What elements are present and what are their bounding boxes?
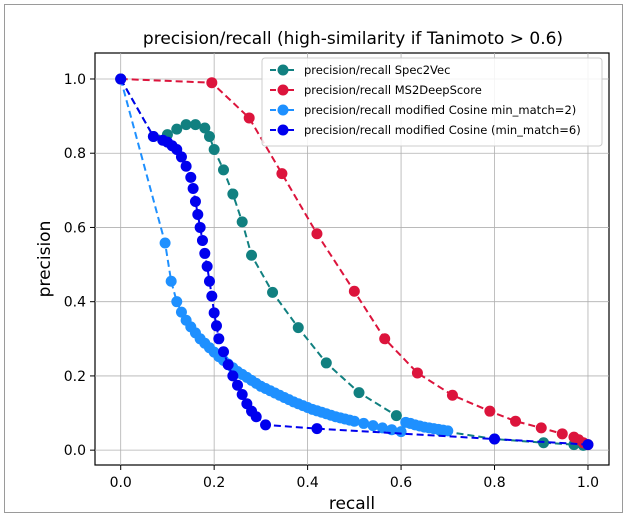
data-point xyxy=(510,415,522,427)
data-point xyxy=(311,423,323,435)
legend-box xyxy=(261,57,603,147)
data-point xyxy=(196,234,208,246)
data-point xyxy=(192,208,204,220)
data-point xyxy=(267,286,279,298)
data-point xyxy=(250,411,262,423)
x-tick-label: 0.2 xyxy=(203,475,225,491)
data-point xyxy=(165,275,177,287)
data-point xyxy=(358,417,370,429)
data-point xyxy=(175,151,187,163)
data-point xyxy=(185,171,197,183)
data-point xyxy=(199,122,211,134)
y-tick-label: 0.4 xyxy=(64,295,86,311)
data-point xyxy=(206,290,218,302)
data-point xyxy=(484,405,496,417)
legend-label: precision/recall MS2DeepScore xyxy=(304,83,482,97)
series-4 xyxy=(115,73,594,451)
legend-marker xyxy=(277,104,289,116)
x-tick-label: 0.6 xyxy=(390,475,412,491)
data-point xyxy=(189,119,201,131)
data-point xyxy=(376,422,388,434)
data-point xyxy=(206,77,218,89)
data-point xyxy=(379,333,391,345)
data-point xyxy=(203,131,215,143)
data-point xyxy=(210,320,222,332)
data-point xyxy=(582,439,594,451)
data-point xyxy=(292,322,304,334)
data-point xyxy=(147,131,159,143)
data-point xyxy=(232,379,244,391)
data-point xyxy=(227,188,239,200)
data-point xyxy=(353,387,365,399)
data-point xyxy=(535,422,547,434)
chart-title: precision/recall (high-similarity if Tan… xyxy=(143,29,563,49)
data-point xyxy=(194,221,206,233)
data-point xyxy=(201,260,213,272)
y-tick-label: 0.2 xyxy=(64,369,86,385)
data-point xyxy=(390,410,402,422)
y-tick-label: 0.0 xyxy=(64,443,86,459)
legend-marker xyxy=(277,124,289,136)
data-point xyxy=(180,160,192,172)
series-layer xyxy=(115,73,594,451)
data-point xyxy=(320,357,332,369)
legend-label: precision/recall Spec2Vec xyxy=(304,63,450,77)
legend-label: precision/recall modified Cosine min_mat… xyxy=(304,103,576,117)
data-point xyxy=(243,112,255,124)
data-point xyxy=(411,367,423,379)
data-point xyxy=(175,306,187,318)
data-point xyxy=(348,415,360,427)
data-point xyxy=(218,346,229,358)
legend: precision/recall Spec2Vec precision/recal… xyxy=(261,57,603,147)
data-point xyxy=(199,247,211,259)
data-point xyxy=(171,296,183,308)
data-point xyxy=(276,168,288,180)
legend-marker xyxy=(277,64,289,76)
y-axis-label: precision xyxy=(35,221,55,298)
legend-label: precision/recall modified Cosine (min_ma… xyxy=(304,123,581,137)
data-point xyxy=(442,425,454,437)
data-point xyxy=(311,228,323,240)
data-point xyxy=(208,307,220,319)
y-tick-label: 1.0 xyxy=(64,72,86,88)
data-point xyxy=(260,419,272,431)
y-tick-label: 0.8 xyxy=(64,146,86,162)
data-point xyxy=(208,144,220,155)
x-axis-label: recall xyxy=(329,494,375,514)
data-point xyxy=(187,182,199,194)
data-point xyxy=(446,389,458,401)
x-tick-label: 0.4 xyxy=(296,475,318,491)
x-tick-label: 0.8 xyxy=(483,475,505,491)
data-point xyxy=(189,195,201,207)
data-point xyxy=(159,237,171,249)
data-point xyxy=(171,123,183,135)
axis-ticks: 0.0 0.2 0.4 0.6 0.8 1.0 0.0 0.2 0.4 0.6 0.8 1.0 xyxy=(64,72,599,491)
y-tick-label: 0.6 xyxy=(64,220,86,236)
data-point xyxy=(218,164,229,176)
legend-marker xyxy=(277,84,289,96)
data-point xyxy=(213,333,225,345)
data-point xyxy=(236,216,248,228)
data-point xyxy=(222,359,234,371)
data-point xyxy=(556,428,568,440)
data-point xyxy=(348,285,360,297)
data-point xyxy=(203,275,215,287)
x-tick-label: 1.0 xyxy=(577,475,599,491)
data-point xyxy=(180,119,192,131)
data-point xyxy=(115,73,127,85)
x-tick-label: 0.0 xyxy=(110,475,132,491)
data-point xyxy=(227,370,239,382)
data-point xyxy=(489,433,501,445)
data-point xyxy=(236,388,248,400)
data-point xyxy=(246,249,258,261)
data-point xyxy=(367,420,379,432)
